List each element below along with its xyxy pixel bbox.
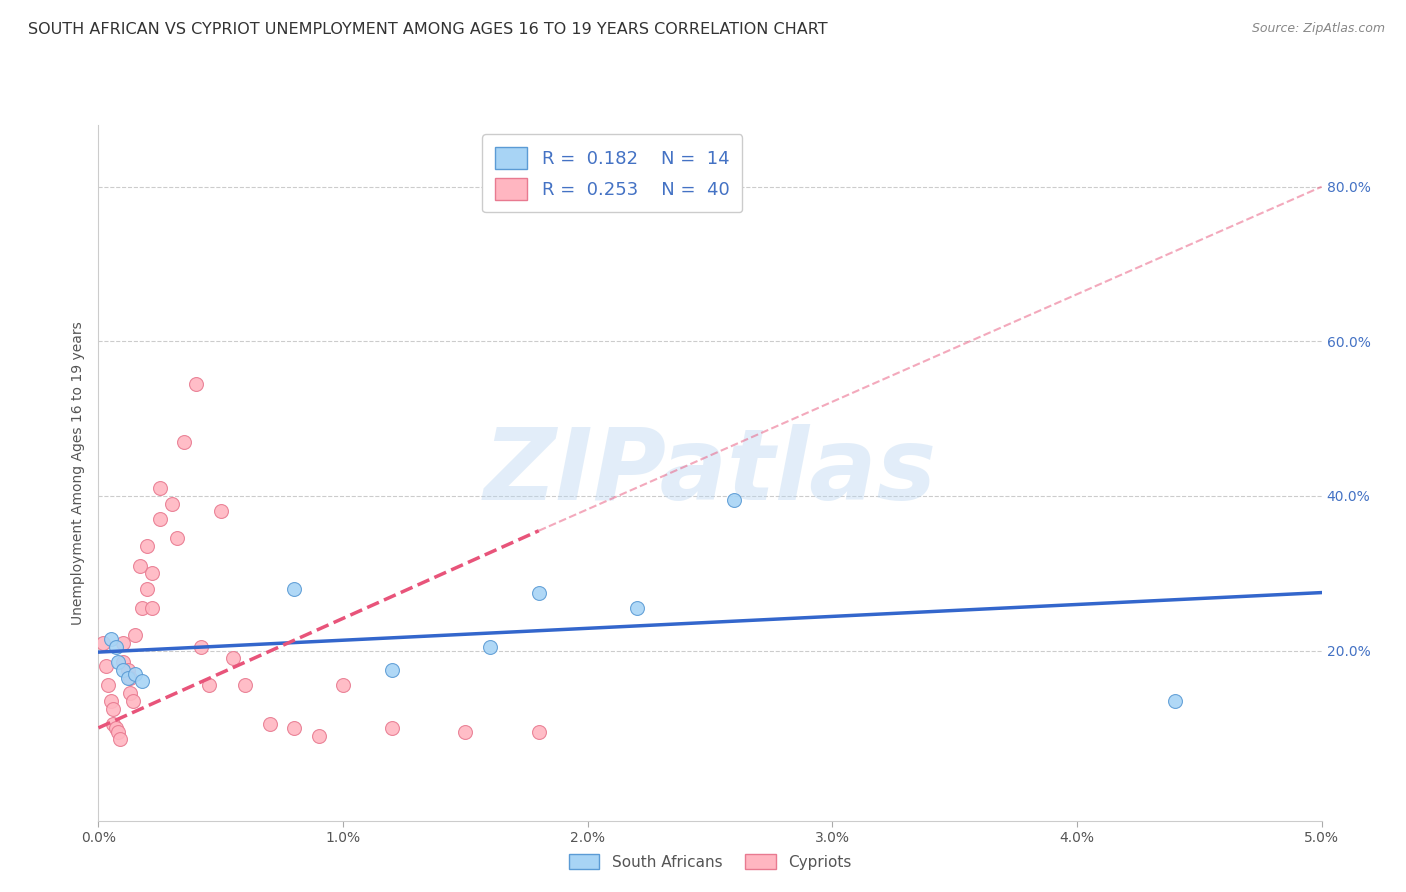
Text: ZIPatlas: ZIPatlas bbox=[484, 425, 936, 521]
Point bbox=[121, 694, 143, 708]
Point bbox=[381, 663, 404, 677]
Point bbox=[283, 721, 305, 735]
Point bbox=[478, 640, 501, 654]
Point bbox=[100, 632, 122, 646]
Point bbox=[186, 376, 208, 391]
Point bbox=[117, 663, 139, 677]
Point bbox=[129, 558, 152, 573]
Point bbox=[101, 717, 124, 731]
Point bbox=[723, 492, 745, 507]
Point bbox=[527, 724, 550, 739]
Point bbox=[141, 566, 163, 581]
Point bbox=[209, 504, 232, 518]
Point bbox=[94, 659, 117, 673]
Point bbox=[101, 701, 124, 715]
Point bbox=[283, 582, 305, 596]
Y-axis label: Unemployment Among Ages 16 to 19 years: Unemployment Among Ages 16 to 19 years bbox=[72, 321, 86, 624]
Point bbox=[149, 512, 172, 526]
Point bbox=[120, 686, 142, 700]
Point bbox=[141, 601, 163, 615]
Point bbox=[131, 601, 153, 615]
Point bbox=[107, 655, 129, 669]
Point bbox=[626, 601, 648, 615]
Point bbox=[233, 678, 256, 692]
Point bbox=[136, 539, 159, 553]
Point bbox=[332, 678, 354, 692]
Point bbox=[97, 678, 120, 692]
Text: SOUTH AFRICAN VS CYPRIOT UNEMPLOYMENT AMONG AGES 16 TO 19 YEARS CORRELATION CHAR: SOUTH AFRICAN VS CYPRIOT UNEMPLOYMENT AM… bbox=[28, 22, 828, 37]
Point bbox=[527, 585, 550, 599]
Point bbox=[136, 582, 159, 596]
Point bbox=[173, 434, 195, 449]
Point bbox=[111, 663, 134, 677]
Point bbox=[100, 694, 122, 708]
Point bbox=[259, 717, 281, 731]
Point bbox=[190, 640, 212, 654]
Point bbox=[91, 636, 114, 650]
Legend: South Africans, Cypriots: South Africans, Cypriots bbox=[562, 847, 858, 876]
Point bbox=[149, 481, 172, 495]
Point bbox=[104, 721, 127, 735]
Point bbox=[107, 724, 129, 739]
Point bbox=[117, 671, 139, 685]
Point bbox=[124, 666, 146, 681]
Point bbox=[160, 497, 183, 511]
Point bbox=[111, 655, 134, 669]
Point bbox=[111, 636, 134, 650]
Text: Source: ZipAtlas.com: Source: ZipAtlas.com bbox=[1251, 22, 1385, 36]
Point bbox=[131, 674, 153, 689]
Point bbox=[166, 532, 188, 546]
Point bbox=[104, 640, 127, 654]
Point bbox=[197, 678, 219, 692]
Point bbox=[308, 729, 330, 743]
Point bbox=[222, 651, 245, 665]
Point bbox=[1164, 694, 1187, 708]
Point bbox=[454, 724, 477, 739]
Point bbox=[124, 628, 146, 642]
Point bbox=[120, 671, 142, 685]
Point bbox=[110, 732, 132, 747]
Point bbox=[381, 721, 404, 735]
